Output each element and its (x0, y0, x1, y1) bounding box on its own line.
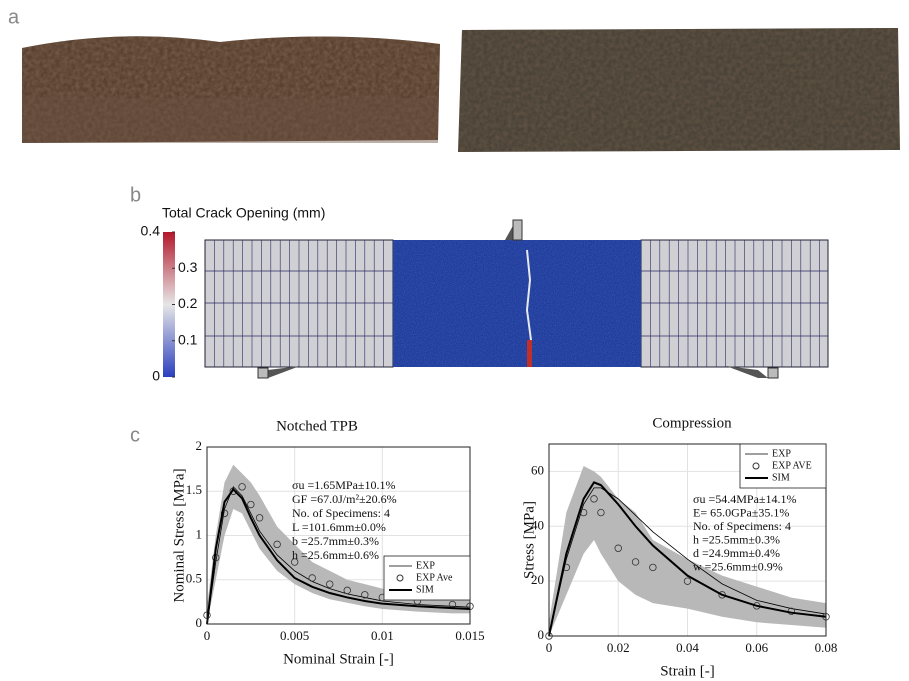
y-axis-label: Nominal Stress [MPa] (171, 468, 187, 602)
colorbar-tick-label: 0 (152, 368, 160, 384)
annotation: h =25.5mm±0.3% (693, 532, 780, 546)
y-tick-label: 1.5 (186, 482, 202, 497)
colorbar-tick-label: 0.4 (141, 223, 161, 239)
colorbar-tick-label: 0.1 (178, 331, 198, 347)
legend-label: EXP AVE (772, 460, 812, 471)
colorbar-tick-label: 0.3 (178, 259, 198, 275)
series-line (206, 487, 471, 625)
x-tick-label: 0.02 (607, 640, 630, 655)
y-tick-label: 1 (196, 526, 203, 541)
series-line (548, 481, 827, 637)
y-tick-label: 2 (196, 438, 203, 453)
data-point (683, 577, 692, 585)
chart-title: Compression (652, 415, 732, 431)
y-tick-label: 40 (531, 517, 544, 532)
x-tick-label: 0.015 (455, 628, 484, 643)
legend-label: EXP (772, 448, 791, 459)
data-point (247, 500, 255, 509)
data-point (290, 558, 299, 566)
colorbar-tick-label: 0.2 (178, 295, 198, 311)
x-tick-label: 0.01 (371, 628, 394, 643)
data-point (220, 509, 229, 518)
annotation: w =25.6mm±0.9% (693, 559, 783, 573)
y-tick-label: 0 (196, 615, 203, 630)
y-tick-label: 0 (538, 627, 545, 642)
annotation: σu =54.4MPa±14.1% (693, 492, 797, 506)
data-point (238, 483, 246, 491)
x-tick-label: 0.04 (676, 640, 699, 655)
legend-label: SIM (416, 584, 434, 595)
data-point (343, 586, 351, 595)
x-tick-label: 0 (204, 628, 211, 643)
photo-concrete-rough (22, 36, 440, 144)
annotation: h =25.6mm±0.6% (292, 548, 379, 562)
annotation: GF =67.0J/m²±20.6% (292, 492, 397, 506)
legend-box (383, 555, 471, 601)
colorbar-title: Total Crack Opening (mm) (162, 205, 325, 221)
x-tick-label: 0 (546, 640, 553, 655)
x-axis-label: Strain [-] (660, 663, 715, 679)
y-tick-label: 20 (531, 572, 544, 587)
panel-label: c (130, 424, 140, 446)
x-axis-label: Nominal Strain [-] (283, 651, 394, 667)
legend-marker (396, 574, 404, 582)
y-tick-label: 60 (531, 462, 544, 477)
legend-label: SIM (772, 472, 790, 483)
annotation: d =24.9mm±0.4% (693, 546, 780, 560)
data-point (326, 580, 334, 588)
data-point (273, 540, 281, 549)
annotation: σu =1.65MPa±10.1% (292, 478, 396, 492)
x-tick-label: 0.005 (280, 628, 309, 643)
panel-label: b (130, 184, 141, 206)
data-point (614, 544, 622, 552)
x-tick-label: 0.08 (815, 640, 838, 655)
scatter-band (549, 465, 826, 636)
data-point (229, 487, 237, 495)
photo-concrete-smooth (458, 28, 900, 152)
legend-marker (752, 462, 760, 470)
data-point (255, 514, 264, 522)
annotation: L =101.6mm±0.0% (292, 520, 386, 534)
data-point (631, 558, 640, 566)
data-point (649, 563, 657, 572)
annotation: No. of Specimens: 4 (693, 519, 791, 533)
annotation: No. of Specimens: 4 (292, 506, 390, 520)
data-point (361, 591, 369, 599)
series-line (548, 487, 827, 637)
annotation: b =25.7mm±0.3% (292, 534, 379, 548)
y-axis-label: Stress [MPa] (521, 501, 537, 579)
chart-title: Notched TPB (276, 418, 358, 434)
plot-frame (206, 446, 471, 625)
annotation: E= 65.0GPa±35.1% (693, 505, 789, 519)
data-point (590, 495, 598, 503)
mesh (204, 219, 829, 379)
y-tick-label: 0.5 (186, 571, 202, 586)
plot-frame (548, 443, 827, 637)
panel-label: a (8, 6, 20, 28)
data-point (308, 574, 316, 582)
legend-label: EXP Ave (416, 572, 453, 583)
legend-label: EXP (416, 560, 435, 571)
x-tick-label: 0.06 (745, 640, 768, 655)
legend-box (739, 443, 827, 489)
data-point (597, 508, 605, 517)
